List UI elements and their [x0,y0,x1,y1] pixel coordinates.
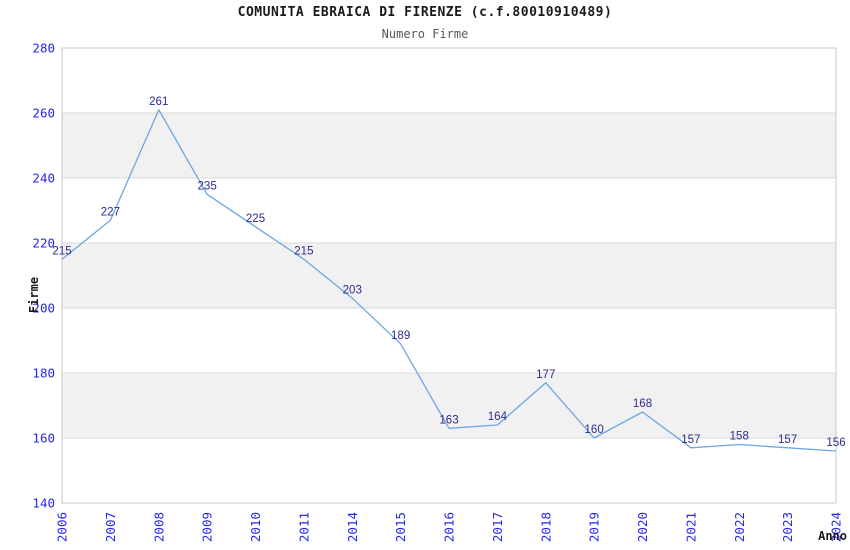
chart-title: COMUNITA EBRAICA DI FIRENZE (c.f.8001091… [237,5,613,20]
y-tick-label: 260 [32,106,55,121]
x-tick-label: 2011 [296,512,311,542]
data-point-label: 157 [681,434,700,446]
x-tick-label: 2008 [151,512,166,542]
data-point-label: 215 [294,245,313,257]
y-tick-label: 220 [32,236,55,251]
x-tick-label: 2024 [829,512,844,542]
grid-band [62,243,836,308]
plot-border [61,47,837,504]
x-tick-label: 2006 [55,512,70,542]
x-tick-label: 2023 [780,512,795,542]
x-tick-label: 2010 [248,512,263,542]
x-tick-label: 2019 [587,512,602,542]
data-point-label: 177 [536,369,555,381]
y-tick-label: 180 [32,366,55,381]
data-point-label: 227 [101,206,120,218]
x-tick-label: 2017 [490,512,505,542]
x-tick-label: 2021 [683,512,698,542]
y-axis-title: Firme [27,276,41,314]
data-point-label: 235 [198,180,217,192]
x-axis-title: Anno [818,529,847,543]
y-tick-label: 200 [32,301,55,316]
y-tick-label: 140 [32,496,55,511]
y-tick-label: 240 [32,171,55,186]
y-tick-label: 160 [32,431,55,446]
grid-band [62,113,836,178]
x-tick-label: 2015 [393,512,408,542]
x-tick-label: 2020 [635,512,650,542]
x-tick-label: 2009 [200,512,215,542]
x-tick-label: 2018 [538,512,553,542]
data-point-label: 160 [585,424,604,436]
x-tick-label: 2014 [345,512,360,542]
data-point-label: 168 [633,398,652,410]
data-point-label: 225 [246,213,265,225]
data-point-label: 164 [488,411,508,423]
chart-subtitle: Numero Firme [381,27,469,41]
data-point-label: 215 [52,245,71,257]
x-tick-label: 2022 [732,512,747,542]
data-point-label: 158 [730,431,749,443]
data-point-label: 156 [826,437,845,449]
data-point-label: 261 [149,96,168,108]
data-point-label: 157 [778,434,797,446]
data-point-label: 163 [439,414,458,426]
data-point-label: 203 [343,284,362,296]
y-tick-label: 280 [32,41,55,56]
x-tick-label: 2016 [442,512,457,542]
data-line [61,109,837,452]
x-tick-label: 2007 [103,512,118,542]
data-point-label: 189 [391,330,410,342]
